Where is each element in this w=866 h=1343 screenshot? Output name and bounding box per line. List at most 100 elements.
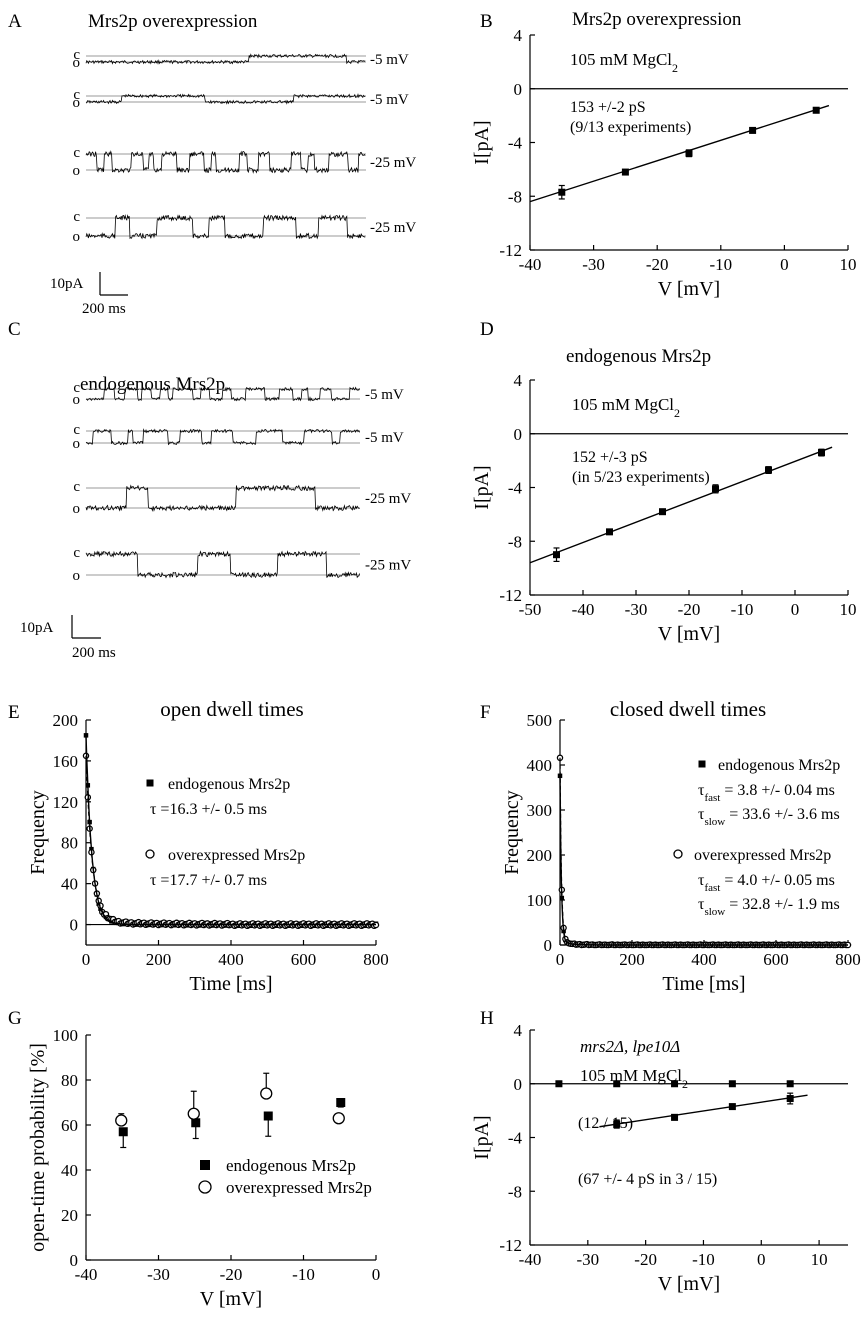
chart-e-legend-marker-overexpressed: [145, 849, 155, 859]
chart-h-point: [555, 1080, 563, 1088]
panel-letter-h: H: [480, 1008, 494, 1029]
chart-f-legend-endogenous: endogenous Mrs2p: [718, 757, 840, 774]
panel-a-scale-bar: [99, 272, 128, 296]
chart-e-ylabel: Frequency: [27, 790, 49, 874]
chart-g-point-endogenous: [336, 1098, 346, 1107]
chart-f-xtick-label: 800: [835, 950, 861, 969]
chart-h-point: [671, 1080, 679, 1088]
chart-d-point: [712, 485, 719, 493]
chart-h-fit-line: [599, 1094, 808, 1128]
chart-f-legend-tau-fast-overexpressed: τfast = 4.0 +/- 0.05 ms: [698, 872, 835, 894]
chart-h-annotation: (67 +/- 4 pS in 3 / 15): [578, 1171, 717, 1188]
chart-e-legend-marker-endogenous: [146, 779, 154, 787]
panel-c-trace: [85, 550, 360, 579]
chart-h-xtick-label: -40: [519, 1250, 542, 1269]
chart-e-xlabel: Time [ms]: [189, 973, 272, 995]
chart-g-ytick-label: 20: [61, 1206, 78, 1225]
chart-g-legend-marker-overexpressed: [198, 1180, 212, 1194]
chart-f-ytick-label: 100: [527, 891, 553, 910]
panel-a-closed-label: c: [73, 209, 80, 225]
chart-f-legend-tau-fast-endogenous: τfast = 3.8 +/- 0.04 ms: [698, 782, 835, 804]
chart-g-legend-overexpressed: overexpressed Mrs2p: [226, 1178, 372, 1197]
chart-g-xlabel: V [mV]: [200, 1288, 262, 1310]
chart-e-xtick-label: 0: [82, 950, 91, 969]
panel-letter-g: G: [8, 1008, 22, 1029]
chart-f-legend-tau-slow-endogenous-sub: slow: [704, 816, 725, 828]
chart-g-point-overexpressed: [260, 1087, 273, 1100]
chart-f-legend-tau-slow-endogenous: τslow = 33.6 +/- 3.6 ms: [698, 806, 840, 828]
chart-b-point: [685, 149, 693, 157]
chart-b-title: Mrs2p overexpression: [572, 9, 742, 30]
panel-a-scale-y: 10pA: [50, 276, 84, 292]
chart-d-xtick-label: -10: [731, 600, 754, 619]
panel-c-scale-bar: [71, 615, 101, 639]
panel-a-trace: [85, 53, 366, 65]
chart-h-xlabel: V [mV]: [658, 1273, 720, 1295]
chart-b-xtick-label: 10: [840, 255, 857, 274]
chart-g-legend-marker-endogenous: [200, 1160, 210, 1170]
chart-g-ytick-label: 0: [70, 1251, 79, 1270]
chart-f-legend-tau-fast-endogenous-value: = 3.8 +/- 0.04 ms: [720, 782, 835, 799]
chart-d-annotation: 152 +/-3 pS: [572, 449, 648, 466]
panel-c-voltage-label: -25 mV: [365, 558, 411, 574]
chart-d-point: [659, 508, 666, 516]
panel-a-open-label: o: [73, 95, 81, 111]
chart-b-point: [558, 188, 566, 196]
chart-b-point: [812, 106, 820, 114]
chart-h-point: [786, 1095, 794, 1103]
panel-c-voltage-label: -5 mV: [365, 430, 404, 446]
chart-d-xtick-label: 10: [840, 600, 857, 619]
chart-d-ytick-label: -4: [508, 479, 523, 498]
chart-d-xtick-label: 0: [791, 600, 800, 619]
chart-d-concentration: 105 mM MgCl2: [572, 395, 680, 420]
chart-e-ytick-label: 200: [53, 711, 79, 730]
panel-a-trace: [85, 150, 366, 174]
chart-b-xtick-label: -10: [709, 255, 732, 274]
chart-b-ytick-label: 4: [514, 26, 523, 45]
chart-h-xtick-label: 10: [811, 1250, 828, 1269]
chart-b-concentration: 105 mM MgCl2: [570, 50, 678, 75]
panel-a-trace: [85, 93, 366, 105]
chart-f-ytick-label: 200: [527, 846, 553, 865]
chart-h-title: mrs2Δ, lpe10Δ: [580, 1037, 680, 1056]
chart-g-xtick-label: 0: [372, 1265, 381, 1284]
chart-g-xtick-label: -40: [75, 1265, 98, 1284]
chart-b-ylabel: I[pA]: [471, 120, 493, 164]
chart-b-ytick-label: -4: [508, 134, 523, 153]
panel-c-closed-label: c: [73, 545, 80, 561]
chart-g-xtick-label: -20: [220, 1265, 243, 1284]
chart-f-ylabel: Frequency: [501, 790, 523, 874]
chart-h-point: [728, 1080, 736, 1088]
chart-b-fit-line: [529, 104, 830, 203]
chart-f-legend-marker-endogenous: [698, 760, 706, 768]
panel-letter-d: D: [480, 319, 494, 340]
panel-c-scale-x: 200 ms: [72, 645, 116, 661]
chart-b-annotation: (9/13 experiments): [570, 119, 691, 136]
chart-d-annotation: (in 5/23 experiments): [572, 469, 710, 486]
chart-b-xlabel: V [mV]: [658, 278, 720, 300]
chart-f-xlabel: Time [ms]: [662, 973, 745, 995]
panel-a-voltage-label: -25 mV: [370, 220, 416, 236]
chart-d-ylabel: I[pA]: [471, 465, 493, 509]
chart-f-legend-tau-slow-overexpressed-value: = 32.8 +/- 1.9 ms: [725, 896, 840, 913]
chart-h-point: [671, 1113, 679, 1121]
chart-h-concentration-sub: 2: [682, 1077, 688, 1091]
panel-c-closed-label: c: [73, 422, 80, 438]
chart-h-ytick-label: -12: [499, 1236, 522, 1255]
chart-b-point: [621, 168, 629, 176]
chart-g-ytick-label: 100: [53, 1026, 79, 1045]
chart-g-point-overexpressed: [115, 1114, 128, 1127]
chart-h-ytick-label: -8: [508, 1182, 522, 1201]
chart-g-point-endogenous: [263, 1111, 273, 1121]
panel-c-trace: [85, 386, 360, 402]
chart-f-title: closed dwell times: [610, 697, 766, 721]
panel-c-open-label: o: [73, 392, 81, 408]
chart-e-legend-tau-endogenous: τ =16.3 +/- 0.5 ms: [150, 801, 267, 818]
chart-e-fit-curve: [85, 735, 376, 926]
chart-e-fit-curve: [85, 755, 376, 926]
